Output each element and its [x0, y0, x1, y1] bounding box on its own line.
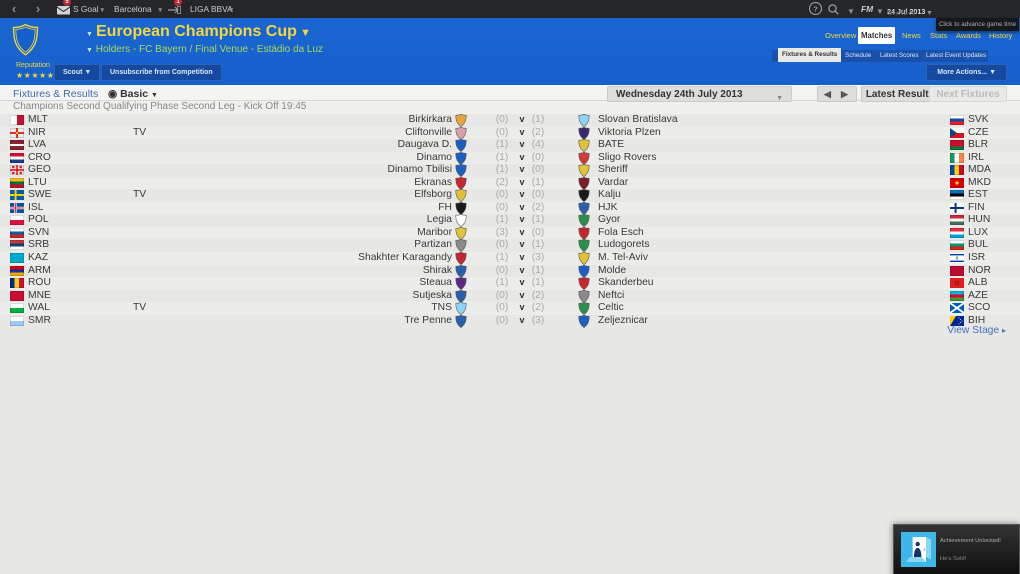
- svg-text:?: ?: [813, 4, 818, 13]
